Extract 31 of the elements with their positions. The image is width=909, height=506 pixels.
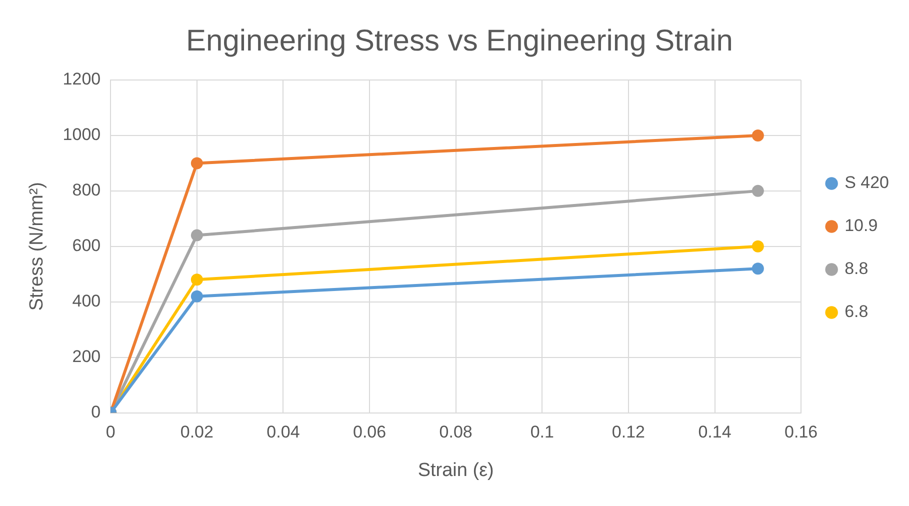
y-tick-label: 0 <box>91 402 101 422</box>
point <box>190 290 203 302</box>
x-tick-label: 0.14 <box>698 422 732 442</box>
x-tick-label: 0.06 <box>352 422 386 442</box>
y-tick-label: 1200 <box>62 70 101 89</box>
legend-label: 10.9 <box>844 216 878 236</box>
point <box>752 184 764 197</box>
point <box>190 229 203 242</box>
point <box>190 157 203 170</box>
x-tick-label: 0.1 <box>530 422 554 442</box>
legend-label: 6.8 <box>844 302 868 322</box>
point <box>752 240 764 252</box>
y-tick-label: 800 <box>72 180 101 200</box>
x-tick-label: 0.02 <box>180 422 214 442</box>
y-tick-label: 400 <box>72 292 101 311</box>
y-tick-label: 1000 <box>62 125 101 144</box>
legend-label: 8.8 <box>844 259 868 278</box>
y-tick-label: 600 <box>72 236 101 256</box>
x-tick-label: 0 <box>106 422 116 442</box>
legend-label: S 420 <box>844 173 890 192</box>
y-tick-label: 200 <box>72 347 101 366</box>
x-tick-label: 0.08 <box>439 422 472 442</box>
point <box>752 129 764 142</box>
x-tick-label: 0.16 <box>784 422 818 442</box>
x-tick-label: 0.12 <box>612 422 646 442</box>
point <box>752 262 764 275</box>
y-axis-title: Stress (N/mm²) <box>26 182 48 311</box>
x-tick-label: 0.04 <box>266 422 300 442</box>
point <box>190 274 203 286</box>
x-axis-title: Strain (ε) <box>418 460 494 481</box>
chart-title: Engineering Stress vs Engineering Strain <box>186 24 733 58</box>
